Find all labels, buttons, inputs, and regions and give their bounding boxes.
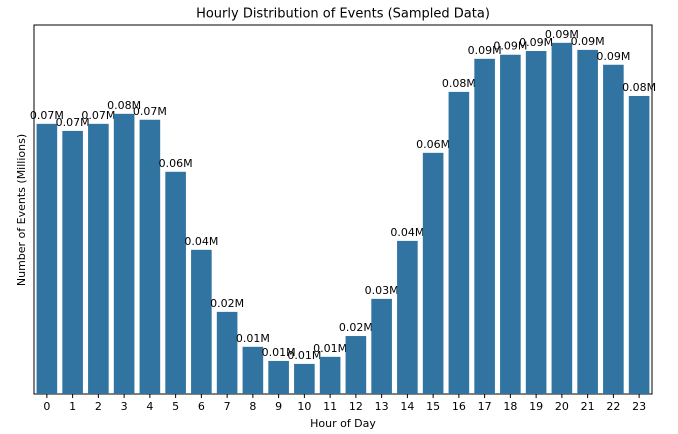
x-tick-label: 11	[323, 400, 337, 413]
value-label: 0.03M	[365, 284, 399, 297]
x-tick-label: 17	[478, 400, 492, 413]
value-label: 0.09M	[468, 44, 502, 57]
x-tick-label: 0	[43, 400, 50, 413]
x-tick-label: 2	[95, 400, 102, 413]
x-tick-label: 21	[581, 400, 595, 413]
value-label: 0.09M	[493, 40, 527, 53]
value-label: 0.07M	[56, 116, 90, 129]
value-label: 0.06M	[159, 157, 193, 170]
bar	[345, 336, 367, 394]
x-tick-label: 6	[198, 400, 205, 413]
value-label: 0.08M	[107, 99, 141, 112]
value-label: 0.06M	[416, 138, 450, 151]
x-tick-label: 12	[349, 400, 363, 413]
value-label: 0.09M	[596, 50, 630, 63]
value-label: 0.01M	[262, 346, 296, 359]
bar	[500, 54, 521, 395]
value-label: 0.04M	[390, 226, 424, 239]
x-tick-label: 19	[529, 400, 543, 413]
x-tick-label: 10	[297, 400, 311, 413]
bar	[88, 123, 109, 395]
value-label: 0.07M	[30, 109, 64, 122]
x-tick-label: 14	[400, 400, 414, 413]
x-tick-label: 3	[121, 400, 128, 413]
value-label: 0.04M	[184, 235, 218, 248]
value-label: 0.08M	[622, 81, 656, 94]
bar	[551, 42, 573, 395]
x-axis-label: Hour of Day	[310, 417, 376, 430]
value-label: 0.02M	[210, 297, 244, 310]
value-label: 0.09M	[571, 35, 605, 48]
x-tick-label: 18	[503, 400, 517, 413]
x-tick-label: 1	[69, 400, 76, 413]
x-tick-label: 7	[224, 400, 231, 413]
value-label: 0.09M	[519, 36, 553, 49]
bar	[371, 298, 392, 394]
bar	[268, 360, 289, 394]
x-tick-label: 4	[146, 400, 153, 413]
value-label: 0.02M	[339, 321, 373, 334]
bar	[577, 49, 598, 395]
bar	[525, 51, 547, 394]
bar	[165, 171, 186, 394]
bar	[448, 91, 470, 394]
value-label: 0.01M	[313, 342, 347, 355]
value-label: 0.09M	[545, 28, 579, 41]
x-tick-label: 5	[172, 400, 179, 413]
x-tick-label: 8	[249, 400, 256, 413]
value-label: 0.01M	[287, 349, 321, 362]
value-label: 0.08M	[442, 77, 476, 90]
x-tick-label: 23	[632, 400, 646, 413]
x-tick-label: 13	[375, 400, 389, 413]
bar	[36, 123, 58, 395]
x-tick-label: 20	[555, 400, 569, 413]
value-label: 0.07M	[81, 109, 115, 122]
x-tick-label: 22	[606, 400, 620, 413]
bar	[422, 152, 444, 394]
x-tick-label: 15	[426, 400, 440, 413]
bar	[62, 130, 83, 394]
bar	[319, 356, 341, 394]
bar	[113, 113, 135, 395]
bar	[242, 346, 264, 394]
chart-title: Hourly Distribution of Events (Sampled D…	[196, 7, 490, 22]
bar	[603, 64, 624, 395]
plot-frame	[33, 24, 653, 395]
bar	[216, 311, 238, 394]
value-label: 0.07M	[133, 105, 167, 118]
bar	[474, 58, 495, 395]
bar	[191, 249, 212, 394]
x-tick-label: 16	[452, 400, 466, 413]
x-tick-label: 9	[275, 400, 282, 413]
bar	[294, 363, 315, 394]
value-label: 0.01M	[236, 332, 270, 345]
bar	[628, 95, 650, 394]
bar	[397, 240, 418, 394]
bar	[139, 119, 161, 395]
y-axis-label: Number of Events (Millions)	[15, 134, 28, 286]
